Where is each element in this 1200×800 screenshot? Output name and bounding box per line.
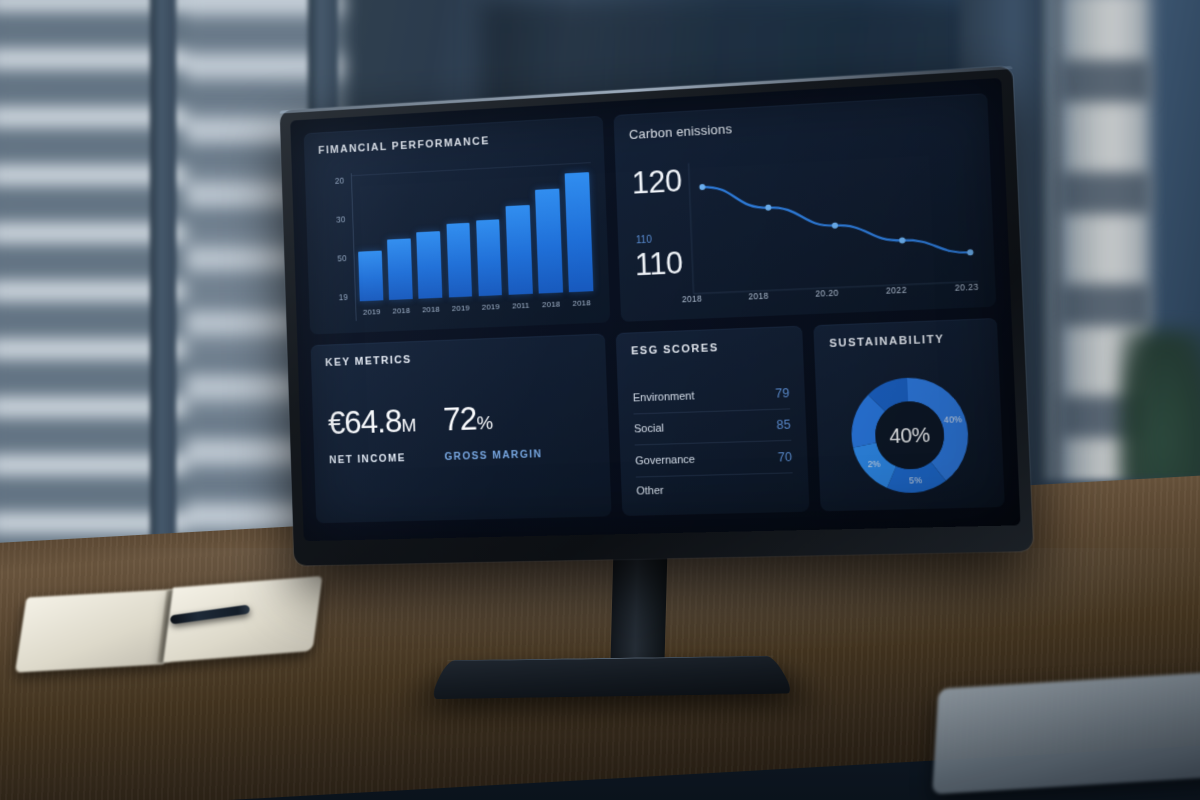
x-tick: 2018 xyxy=(392,305,411,316)
esg-score: 79 xyxy=(775,385,790,401)
window-frame-right xyxy=(1040,0,1062,610)
financial-performance-title: FIMANCIAL PERFORMANCE xyxy=(318,135,490,157)
y-tick: 30 xyxy=(335,214,346,225)
donut-slice-label: 5% xyxy=(908,475,922,486)
dashboard: FIMANCIAL PERFORMANCE 20 30 50 19 2019 2018 2… xyxy=(290,78,1020,541)
dashboard-row-top: FIMANCIAL PERFORMANCE 20 30 50 19 2019 2018 2… xyxy=(303,93,997,335)
bar[interactable] xyxy=(534,188,563,294)
bar[interactable] xyxy=(416,230,443,299)
kpi-number: 72 xyxy=(442,399,478,438)
line-data-point[interactable] xyxy=(765,204,772,211)
kpi-label: GROSS MARGIN xyxy=(444,448,543,463)
line-data-point[interactable] xyxy=(966,249,974,256)
line-data-point[interactable] xyxy=(831,222,839,229)
window-mullion-left xyxy=(150,0,176,610)
esg-score: 85 xyxy=(776,417,791,433)
monitor-screen: FIMANCIAL PERFORMANCE 20 30 50 19 2019 2018 2… xyxy=(290,77,1021,542)
donut-slice[interactable] xyxy=(885,461,946,493)
x-tick: 2018 xyxy=(681,293,703,305)
card-sustainability[interactable]: SUSTAINABILITY 40% 40% 5% 2% xyxy=(813,317,1005,512)
donut-center-label: 40% xyxy=(888,423,929,447)
donut-chart: 40% 40% 5% 2% xyxy=(815,361,1005,507)
line-data-point[interactable] xyxy=(699,183,706,191)
line-data-point[interactable] xyxy=(899,237,906,244)
esg-score: 70 xyxy=(777,449,793,465)
notebook-page-left xyxy=(14,589,176,673)
kpi-label: NET INCOME xyxy=(329,452,406,467)
x-tick: 2018 xyxy=(541,299,561,309)
y-tick: 19 xyxy=(338,292,349,303)
bar-column[interactable] xyxy=(534,164,563,294)
bar-column[interactable] xyxy=(504,166,533,295)
card-key-metrics[interactable]: KEY METRICS €64.8M NET INCOME 72% GROSS MAR… xyxy=(310,333,612,524)
kpi-number: €64.8 xyxy=(327,402,402,441)
x-tick: 2019 xyxy=(451,302,470,313)
y-tick: 50 xyxy=(337,253,348,264)
x-tick: 2019 xyxy=(362,306,381,317)
trackpad xyxy=(932,670,1200,795)
x-tick: 2011 xyxy=(512,300,530,310)
bar-column[interactable] xyxy=(444,169,473,298)
card-carbon-emissions[interactable]: Carbon enissions 120 110 110 2018 xyxy=(613,93,997,322)
card-esg-scores[interactable]: ESG SCORES Environment 79 Social 85 Governan… xyxy=(615,325,810,517)
bar-column[interactable] xyxy=(414,170,443,299)
monitor: FIMANCIAL PERFORMANCE 20 30 50 19 2019 2018 2… xyxy=(279,65,1034,566)
kpi-value: 72% xyxy=(442,399,542,438)
y-tick: 20 xyxy=(334,175,345,186)
bar-column[interactable] xyxy=(474,167,503,297)
esg-row[interactable]: Governance 70 xyxy=(634,440,793,478)
key-metrics-title: KEY METRICS xyxy=(324,353,412,369)
sustainability-title: SUSTAINABILITY xyxy=(829,333,945,351)
kpi-unit: % xyxy=(476,413,494,435)
bar[interactable] xyxy=(387,238,413,301)
carbon-emissions-title: Carbon enissions xyxy=(628,121,733,143)
x-tick: 2018 xyxy=(748,290,769,302)
line-chart: 120 110 110 2018 2018 20.20 2022 20.23 xyxy=(629,141,981,309)
kpi-value: €64.8M xyxy=(327,402,417,441)
kpi-unit: M xyxy=(401,415,417,437)
donut-slice[interactable] xyxy=(849,393,887,448)
dashboard-row-bottom: KEY METRICS €64.8M NET INCOME 72% GROSS MAR… xyxy=(310,317,1005,524)
bar-chart-y-axis: 20 30 50 19 xyxy=(320,174,349,323)
line-chart-svg xyxy=(629,141,982,320)
bar-column[interactable] xyxy=(356,174,384,302)
x-tick: 2018 xyxy=(572,297,591,308)
x-tick: 2018 xyxy=(421,304,441,314)
bar[interactable] xyxy=(475,219,503,297)
monitor-base xyxy=(428,655,796,700)
x-tick: 2019 xyxy=(481,301,500,312)
bar-column[interactable] xyxy=(385,172,413,301)
monitor-neck xyxy=(610,550,668,660)
kpi-net-income[interactable]: €64.8M NET INCOME xyxy=(327,402,418,467)
donut-hole xyxy=(873,399,945,470)
donut-slice[interactable] xyxy=(852,441,897,489)
donut-slice-label: 40% xyxy=(943,414,962,425)
kpi-gross-margin[interactable]: 72% GROSS MARGIN xyxy=(442,399,543,463)
x-tick: 20.23 xyxy=(954,281,979,293)
esg-category: Social xyxy=(633,422,665,436)
esg-row[interactable]: Environment 79 xyxy=(632,376,791,414)
bar[interactable] xyxy=(446,223,473,298)
bar-chart: 20 30 50 19 2019 2018 2018 2019 2019 2011 2018 201… xyxy=(320,160,597,323)
x-tick: 2022 xyxy=(885,284,908,296)
kpi-list: €64.8M NET INCOME 72% GROSS MARGIN xyxy=(327,398,596,467)
card-financial-performance[interactable]: FIMANCIAL PERFORMANCE 20 30 50 19 2019 2018 2… xyxy=(303,115,611,335)
bar-column[interactable] xyxy=(564,162,594,293)
x-tick: 20.20 xyxy=(815,287,839,299)
donut-slice-label: 2% xyxy=(867,458,881,469)
esg-score-list: Environment 79 Social 85 Governance 70 Other xyxy=(632,376,794,506)
bar-chart-bars xyxy=(356,162,594,302)
bar[interactable] xyxy=(505,204,533,295)
esg-row[interactable]: Other xyxy=(636,473,794,506)
bar[interactable] xyxy=(564,172,594,293)
esg-category: Governance xyxy=(635,453,696,468)
bar-chart-plot: 2019 2018 2018 2019 2019 2011 2018 2018 xyxy=(350,160,597,321)
esg-scores-title: ESG SCORES xyxy=(630,342,719,358)
donut-chart-svg: 40% 40% 5% 2% xyxy=(849,375,970,493)
bar[interactable] xyxy=(358,250,384,302)
esg-category: Environment xyxy=(632,389,695,404)
esg-category: Other xyxy=(636,484,664,498)
esg-row[interactable]: Social 85 xyxy=(633,408,792,446)
